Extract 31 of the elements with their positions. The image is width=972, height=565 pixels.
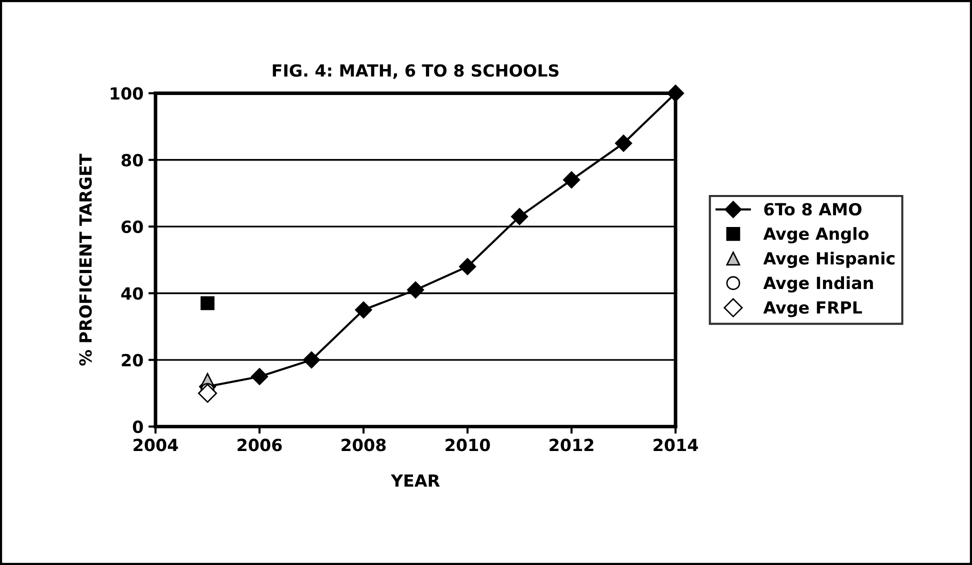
legend-label: Avge Hispanic [763, 252, 895, 268]
legend-label: 6To 8 AMO [764, 202, 862, 216]
y-axis-title: % PROFICIENT TARGET [79, 154, 92, 366]
y-tick-label: 80 [122, 154, 143, 166]
legend-label: Avge Indian [763, 276, 873, 293]
point [198, 384, 218, 403]
x-tick-label: 2006 [238, 438, 282, 452]
x-tick-label: 2010 [446, 438, 490, 452]
y-tick-label: 0 [132, 420, 143, 434]
legend-label: Avge Anglo [763, 227, 869, 244]
point [614, 134, 632, 152]
point [302, 351, 320, 368]
x-tick-label: 2004 [134, 438, 178, 452]
point [354, 301, 372, 318]
y-tick-label: 100 [110, 87, 143, 100]
y-tick-label: 60 [122, 220, 143, 234]
x-tick-label: 2014 [654, 438, 698, 452]
point [562, 171, 580, 188]
x-tick-label: 2012 [550, 438, 594, 452]
point [510, 208, 528, 226]
point [458, 258, 476, 276]
point [666, 84, 684, 102]
point [200, 296, 214, 310]
chart-title: FIG. 4: MATH, 6 TO 8 SCHOOLS [272, 64, 559, 79]
y-tick-label: 20 [122, 354, 143, 366]
x-axis-title: YEAR [390, 474, 440, 487]
point [250, 368, 268, 386]
x-tick-label: 2008 [342, 438, 386, 452]
y-tick-label: 40 [121, 287, 143, 300]
legend-label: Avge FRPL [763, 301, 862, 318]
point [406, 281, 424, 298]
